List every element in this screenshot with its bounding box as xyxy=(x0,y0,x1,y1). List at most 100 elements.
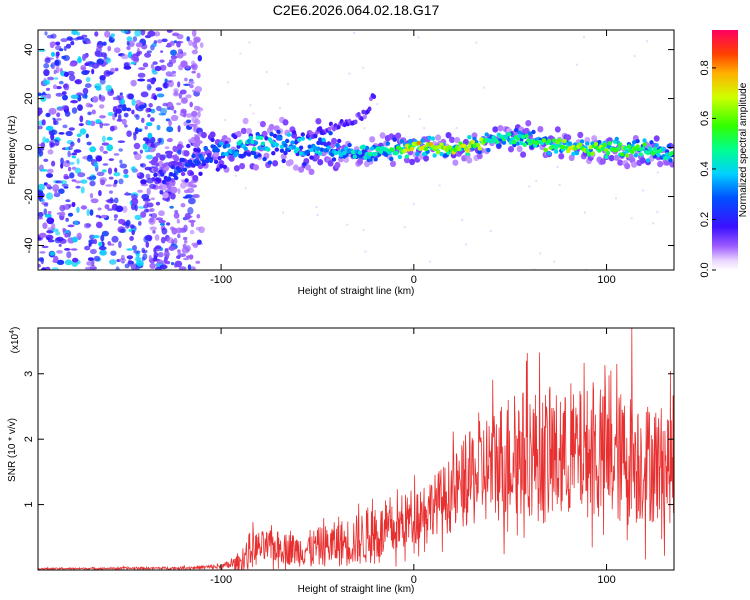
noise-mark xyxy=(168,245,176,251)
ridge-mark xyxy=(427,135,432,140)
noise-mark xyxy=(58,188,65,194)
ridge-mark xyxy=(645,158,651,163)
ridge-mark xyxy=(607,141,612,146)
ridge-mark xyxy=(449,136,455,143)
noise-mark xyxy=(147,132,153,139)
ridge-mark xyxy=(180,157,186,163)
ridge-mark xyxy=(593,141,599,147)
ridge-mark xyxy=(653,135,660,142)
noise-mark xyxy=(155,87,163,92)
speck-mark xyxy=(645,40,648,43)
noise-mark xyxy=(126,248,134,251)
ridge-mark xyxy=(525,120,532,127)
noise-mark xyxy=(91,175,97,180)
ridge-mark xyxy=(616,146,621,151)
noise-mark xyxy=(124,124,128,128)
noise-mark xyxy=(59,204,66,212)
ridge-mark xyxy=(167,185,172,190)
ridge-mark xyxy=(479,137,484,142)
ridge-mark xyxy=(252,146,257,152)
noise-mark xyxy=(176,102,182,106)
noise-mark xyxy=(46,237,51,241)
noise-mark xyxy=(61,183,69,187)
noise-mark xyxy=(125,219,131,227)
noise-mark xyxy=(181,179,185,183)
speck-mark xyxy=(364,250,367,253)
noise-mark xyxy=(66,251,72,259)
noise-mark xyxy=(177,233,181,239)
ridge-mark xyxy=(567,141,573,146)
ridge-mark xyxy=(579,139,585,144)
ridge-mark xyxy=(537,126,544,133)
noise-mark xyxy=(150,79,155,85)
noise-mark xyxy=(158,210,165,217)
noise-mark xyxy=(96,171,105,177)
ridge-mark xyxy=(307,144,312,149)
ridge-mark xyxy=(285,147,290,152)
ridge-mark xyxy=(153,167,158,172)
noise-mark xyxy=(187,264,192,270)
noise-mark xyxy=(61,91,67,96)
ridge-mark xyxy=(368,152,373,157)
noise-mark xyxy=(43,63,50,69)
ridge-mark xyxy=(248,135,253,141)
ridge-mark xyxy=(264,136,269,141)
ridge-mark xyxy=(631,140,637,145)
noise-mark xyxy=(92,235,100,239)
speck-mark xyxy=(535,179,538,182)
ridge-mark xyxy=(383,152,389,157)
noise-mark xyxy=(182,243,187,249)
noise-mark xyxy=(56,112,61,118)
ridge-mark xyxy=(602,142,607,148)
noise-mark xyxy=(41,119,46,126)
noise-mark xyxy=(123,174,129,179)
noise-mark xyxy=(107,243,115,246)
ridge-mark xyxy=(272,160,279,167)
noise-mark xyxy=(74,167,82,174)
noise-mark xyxy=(131,98,136,106)
noise-mark xyxy=(63,83,68,89)
noise-mark xyxy=(99,177,107,183)
ridge-mark xyxy=(238,139,243,144)
speck-mark xyxy=(533,268,536,270)
noise-mark xyxy=(102,150,108,154)
noise-mark xyxy=(107,208,114,212)
noise-mark xyxy=(80,179,88,184)
noise-mark xyxy=(146,147,152,150)
noise-mark xyxy=(71,107,78,114)
colorbar: 0.0 0.2 0.4 0.6 0.8 Normalized spectral ampl… xyxy=(699,30,749,278)
ridge-mark xyxy=(657,160,664,168)
noise-mark xyxy=(101,142,110,146)
noise-mark xyxy=(113,214,118,219)
noise-mark xyxy=(76,158,80,165)
ridge-mark xyxy=(617,159,624,166)
ridge-mark xyxy=(191,153,196,159)
speck-mark xyxy=(248,41,251,44)
ridge-mark xyxy=(522,142,527,147)
ridge-mark xyxy=(283,150,288,156)
noise-mark xyxy=(126,93,133,100)
noise-mark xyxy=(121,254,125,261)
noise-mark xyxy=(156,105,162,112)
speck-mark xyxy=(353,32,355,35)
speck-mark xyxy=(362,66,365,69)
speck-mark xyxy=(575,63,578,66)
noise-mark xyxy=(102,169,107,173)
noise-mark xyxy=(140,91,149,98)
branch-mark xyxy=(362,114,367,120)
noise-mark xyxy=(40,169,48,172)
y-tick-label: 2 xyxy=(23,436,35,442)
speck-mark xyxy=(418,117,421,120)
noise-mark xyxy=(130,79,137,87)
ridge-mark xyxy=(176,143,183,151)
noise-mark xyxy=(162,102,168,107)
ridge-mark xyxy=(315,118,322,125)
ridge-mark xyxy=(633,153,638,158)
noise-mark xyxy=(135,103,139,111)
noise-mark xyxy=(140,179,147,185)
noise-mark xyxy=(96,44,104,49)
ridge-mark xyxy=(484,132,489,137)
ridge-mark xyxy=(520,134,526,140)
ridge-mark xyxy=(242,117,249,125)
noise-mark xyxy=(144,52,152,58)
